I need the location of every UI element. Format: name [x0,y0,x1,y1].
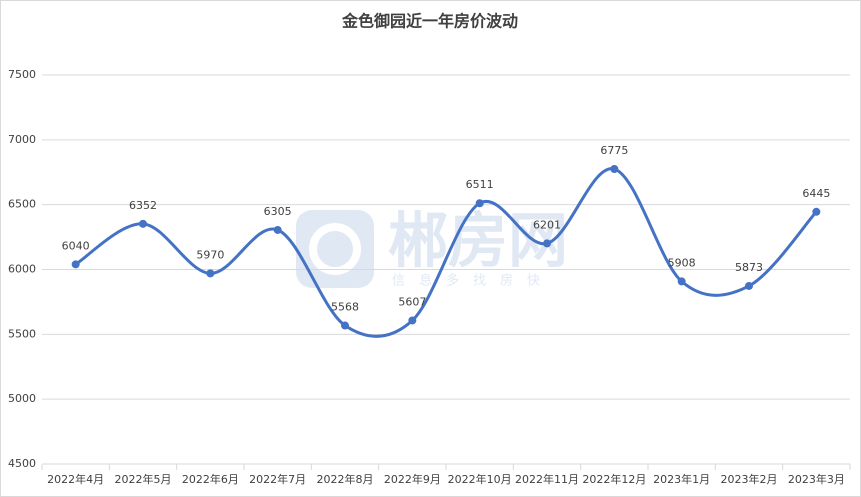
x-tick-label: 2022年12月 [582,472,646,486]
data-label: 6352 [129,199,157,212]
point [677,277,686,286]
point [745,281,753,290]
x-tick-label: 2022年6月 [182,472,239,486]
point [475,199,484,208]
x-tick-label: 2022年7月 [249,472,306,486]
point [273,225,282,234]
y-tick-label: 6500 [8,198,36,211]
y-tick-label: 5000 [8,392,36,405]
point [206,269,215,278]
watermark-logo-mark [309,223,361,275]
watermark-logo [296,210,374,288]
x-tick-label: 2022年9月 [384,472,441,486]
x-tick-label: 2022年5月 [115,472,172,486]
watermark-text: 郴房网 [388,207,568,277]
point [71,260,80,269]
x-tick-label: 2022年8月 [317,472,374,486]
data-label: 6040 [62,239,90,252]
x-tick-label: 2023年3月 [788,472,845,486]
data-label: 6445 [802,187,830,200]
x-tick-label: 2022年11月 [515,472,579,486]
data-label: 6511 [466,178,494,191]
y-tick-label: 4500 [8,457,36,470]
x-tick-label: 2023年2月 [721,472,778,486]
data-label: 5568 [331,301,359,314]
y-tick-label: 7000 [8,133,36,146]
point [139,219,147,228]
chart-title: 金色御园近一年房价波动 [341,12,518,31]
data-label: 5607 [398,295,426,308]
y-tick-label: 6000 [8,263,36,276]
y-tick-label: 5500 [8,327,36,340]
point [610,165,619,174]
data-label: 5970 [196,248,224,261]
data-label: 6201 [533,218,561,231]
data-label: 6305 [264,205,292,218]
data-label: 6775 [600,144,628,157]
watermark-subtext: 信息多找房快 [392,273,554,289]
point [341,321,349,330]
data-label: 5873 [735,261,763,274]
watermark: 郴房网 信息多找房快 [296,207,568,289]
point [543,239,551,248]
x-tick-label: 2023年1月 [653,472,710,486]
y-tick-label: 7500 [8,68,36,81]
point [408,316,417,325]
point [812,207,821,216]
x-tick-label: 2022年4月 [47,472,104,486]
x-tick-label: 2022年10月 [448,472,512,486]
data-label: 5908 [668,256,696,269]
